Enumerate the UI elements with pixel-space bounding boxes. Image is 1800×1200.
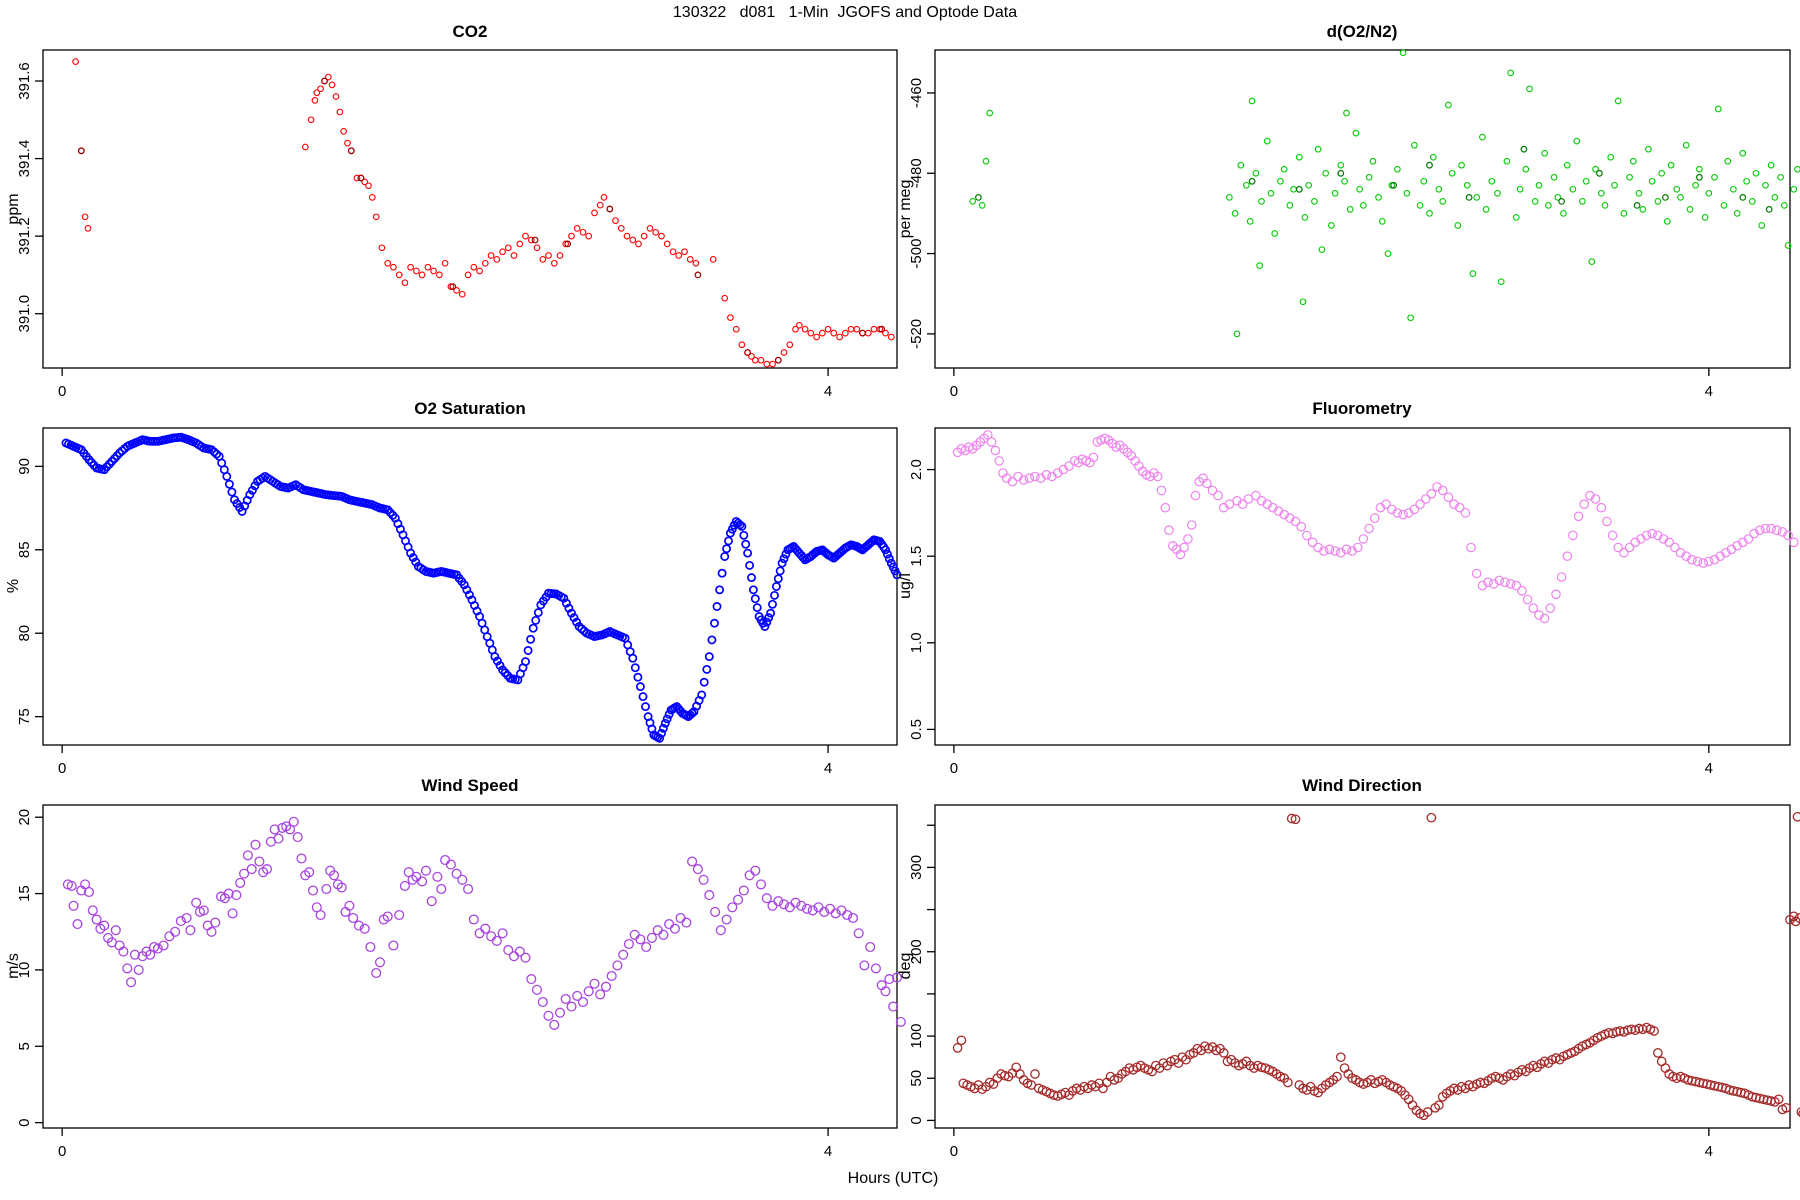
wdir-ytick-label: 200 <box>908 939 925 964</box>
o2n2-xtick-label: 0 <box>950 383 958 400</box>
o2sat-xtick-label: 0 <box>58 760 66 777</box>
panel-wspd: 0 5 10 15 20 0 4 <box>16 804 906 1160</box>
figure-title: 130322 d081 1-Min JGOFS and Optode Data <box>672 4 1018 21</box>
wdir-ytick-label: 0 <box>908 1116 925 1124</box>
panel-co2: 391.0 391.2 391.4 391.6 0 4 <box>16 49 898 400</box>
panel-title-o2n2: d(O2/N2) <box>1326 22 1398 41</box>
panel-title-co2: CO2 <box>452 22 488 41</box>
co2-ppm-points <box>72 58 895 368</box>
panel-title-fluorometry: Fluorometry <box>1312 399 1412 418</box>
co2-ytick-label: 391.6 <box>16 62 33 100</box>
o2n2-permeg-points <box>969 49 1800 338</box>
co2-xtick-label: 4 <box>824 383 832 400</box>
wdir-xtick-label: 0 <box>950 1143 958 1160</box>
fluor-xtick-label: 4 <box>1705 760 1713 777</box>
wind-speed-ms-points <box>62 816 906 1030</box>
panel-wdir: 0 50 100 200 300 0 4 <box>908 804 1800 1160</box>
o2sat-percent-points <box>61 432 902 743</box>
panel-title-o2-saturation: O2 Saturation <box>414 399 526 418</box>
wspd-xtick-label: 4 <box>824 1143 832 1160</box>
wdir-xtick-label: 4 <box>1705 1143 1713 1160</box>
panel-title-wind-speed: Wind Speed <box>421 776 519 795</box>
panel-fluor: 0.5 1.0 1.5 2.0 0 4 <box>908 427 1799 777</box>
o2n2-plot-box <box>934 49 1791 369</box>
panel-title-wind-direction: Wind Direction <box>1302 776 1422 795</box>
xlabel-hours-utc: Hours (UTC) <box>847 1170 939 1187</box>
o2sat-ytick-label: 90 <box>16 458 33 475</box>
co2-ytick-label: 391.2 <box>16 217 33 255</box>
o2n2-ytick-label: -520 <box>908 319 925 349</box>
wdir-ytick-label: 300 <box>908 855 925 880</box>
fluor-ytick-label: 2.0 <box>908 459 925 480</box>
fluor-xtick-label: 0 <box>950 760 958 777</box>
wdir-ytick-label: 50 <box>908 1070 925 1087</box>
panel-o2n2: -460 -480 -500 -520 0 4 <box>908 49 1800 400</box>
wind-direction-deg-points <box>952 811 1800 1121</box>
wspd-ytick-label: 20 <box>16 809 33 826</box>
wspd-ytick-label: 10 <box>16 962 33 979</box>
wdir-ytick-label: 100 <box>908 1024 925 1049</box>
co2-plot-box <box>42 49 898 369</box>
o2sat-ytick-label: 85 <box>16 541 33 558</box>
o2n2-xtick-label: 4 <box>1705 383 1713 400</box>
o2n2-permeg-dark-points <box>975 145 1773 213</box>
wspd-xtick-label: 0 <box>58 1143 66 1160</box>
ylabel-percent: % <box>5 578 22 594</box>
co2-ppm-dark-points <box>77 77 886 364</box>
ylabel-deg: deg <box>897 952 914 980</box>
wdir-plot-box <box>934 804 1791 1129</box>
ylabel-ppm: ppm <box>5 193 22 225</box>
o2sat-plot-box <box>42 427 898 746</box>
wspd-ytick-label: 5 <box>16 1042 33 1050</box>
ylabel-ugl: ug/l <box>897 573 914 599</box>
o2n2-ytick-label: -460 <box>908 78 925 108</box>
co2-ytick-label: 391.0 <box>16 295 33 333</box>
o2sat-ytick-label: 75 <box>16 708 33 725</box>
panel-o2sat: 75 80 85 90 0 4 <box>16 427 902 777</box>
wspd-ytick-label: 15 <box>16 885 33 902</box>
ylabel-ms: m/s <box>5 953 22 979</box>
co2-xtick-label: 0 <box>58 383 66 400</box>
o2n2-ytick-label: -500 <box>908 239 925 269</box>
fluor-plot-box <box>934 427 1791 746</box>
wspd-ytick-label: 0 <box>16 1118 33 1126</box>
fluor-ytick-label: 0.5 <box>908 719 925 740</box>
co2-ytick-label: 391.4 <box>16 140 33 178</box>
ylabel-per-meg: per meg <box>897 179 914 239</box>
o2n2-ytick-label: -480 <box>908 158 925 188</box>
fluor-ugl-points <box>952 430 1799 624</box>
fluor-ytick-label: 1.0 <box>908 632 925 653</box>
o2sat-xtick-label: 4 <box>824 760 832 777</box>
o2sat-ytick-label: 80 <box>16 625 33 642</box>
fluor-ytick-label: 1.5 <box>908 546 925 567</box>
wspd-plot-box <box>42 804 898 1129</box>
